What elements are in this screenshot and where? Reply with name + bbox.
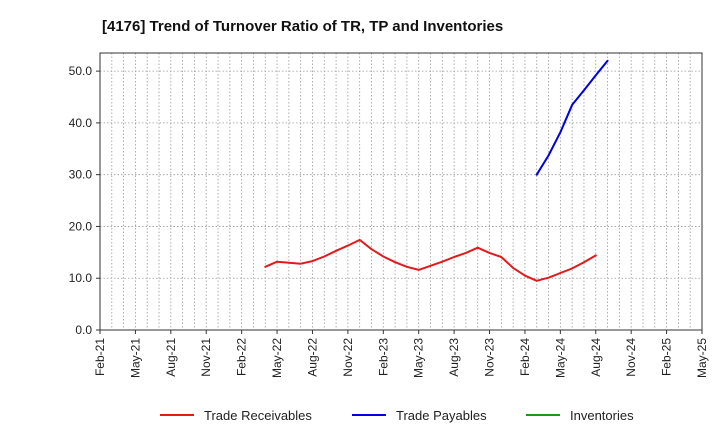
x-tick-label: May-21 <box>128 338 142 378</box>
x-tick-label: Feb-21 <box>93 338 107 376</box>
x-tick-label: Nov-24 <box>624 338 638 377</box>
x-tick-label: May-25 <box>695 338 709 378</box>
x-tick-label: Feb-24 <box>518 338 532 376</box>
plot-frame <box>99 52 703 331</box>
x-tick-label: Feb-25 <box>660 338 674 376</box>
series-layer <box>264 59 609 282</box>
x-axis: Feb-21 May-21 Aug-21 Nov-21 Feb-22 May-22 Aug-… <box>93 330 709 378</box>
x-tick-label: Nov-21 <box>199 338 213 377</box>
y-tick-label: 30.0 <box>69 168 93 182</box>
series-line-trade-payables <box>535 59 609 176</box>
legend: Trade Receivables Trade Payables Inventori… <box>160 408 634 423</box>
chart-title: [4176] Trend of Turnover Ratio of TR, TP… <box>102 18 503 35</box>
x-tick-label: Feb-22 <box>235 338 249 376</box>
x-tick-label: Aug-22 <box>305 338 319 377</box>
x-tick-label: Nov-22 <box>341 338 355 377</box>
x-tick-label: May-24 <box>553 338 567 378</box>
series-line-trade-receivables <box>264 238 597 282</box>
legend-label: Trade Payables <box>396 408 487 423</box>
y-tick-label: 10.0 <box>69 271 93 285</box>
x-tick-label: Aug-21 <box>164 338 178 377</box>
y-axis: 0.0 10.0 20.0 30.0 40.0 50.0 <box>69 64 100 337</box>
grid <box>99 53 703 331</box>
legend-label: Trade Receivables <box>204 408 312 423</box>
x-tick-label: Aug-23 <box>447 338 461 377</box>
y-tick-label: 20.0 <box>69 219 93 233</box>
x-tick-label: Aug-24 <box>589 338 603 377</box>
y-tick-label: 50.0 <box>69 64 93 78</box>
x-tick-label: Feb-23 <box>376 338 390 376</box>
x-tick-label: May-23 <box>412 338 426 378</box>
x-tick-label: May-22 <box>270 338 284 378</box>
legend-label: Inventories <box>570 408 634 423</box>
x-tick-label: Nov-23 <box>483 338 497 377</box>
y-tick-label: 40.0 <box>69 116 93 130</box>
y-tick-label: 0.0 <box>75 323 92 337</box>
